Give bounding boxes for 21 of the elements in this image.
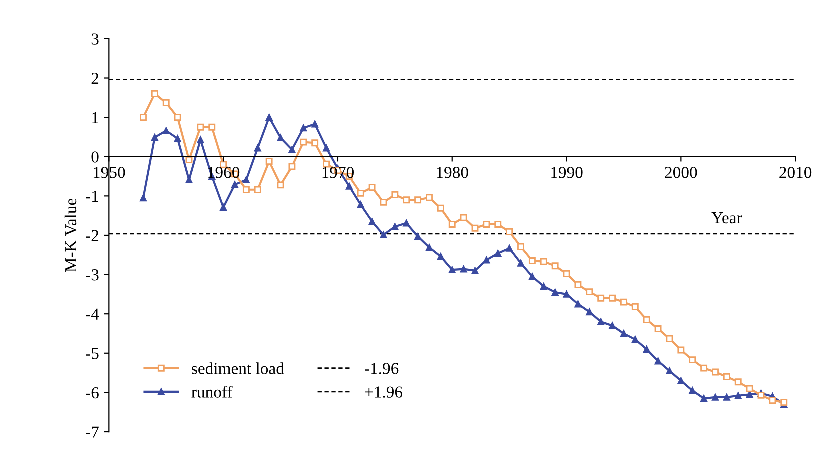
y-tick-label: 3 [92, 34, 99, 45]
y-tick-label: -4 [86, 308, 100, 320]
y-tick-label: -1 [86, 190, 98, 202]
legend-label: sediment load [192, 362, 284, 374]
y-tick-label: -7 [86, 426, 99, 438]
y-tick-label: 0 [92, 152, 99, 163]
y-axis-title: M-K Value [64, 198, 77, 272]
legend-label: +1.96 [365, 386, 403, 398]
y-tick-label: -3 [86, 270, 99, 281]
y-tick-label: -5 [86, 348, 99, 360]
x-tick-label: 1980 [437, 167, 468, 178]
x-tick-label: 1990 [552, 167, 583, 178]
legend-label: -1.96 [365, 363, 399, 374]
y-tick-label: -6 [86, 387, 99, 399]
x-axis-title: Year [712, 212, 742, 224]
x-tick-label: 2010 [780, 167, 812, 178]
y-tick-label: -2 [86, 230, 99, 242]
y-tick-label: 2 [92, 73, 99, 84]
legend-label: runoff [192, 386, 233, 398]
x-tick-label: 2000 [665, 167, 698, 178]
y-tick-label: 1 [92, 112, 98, 124]
